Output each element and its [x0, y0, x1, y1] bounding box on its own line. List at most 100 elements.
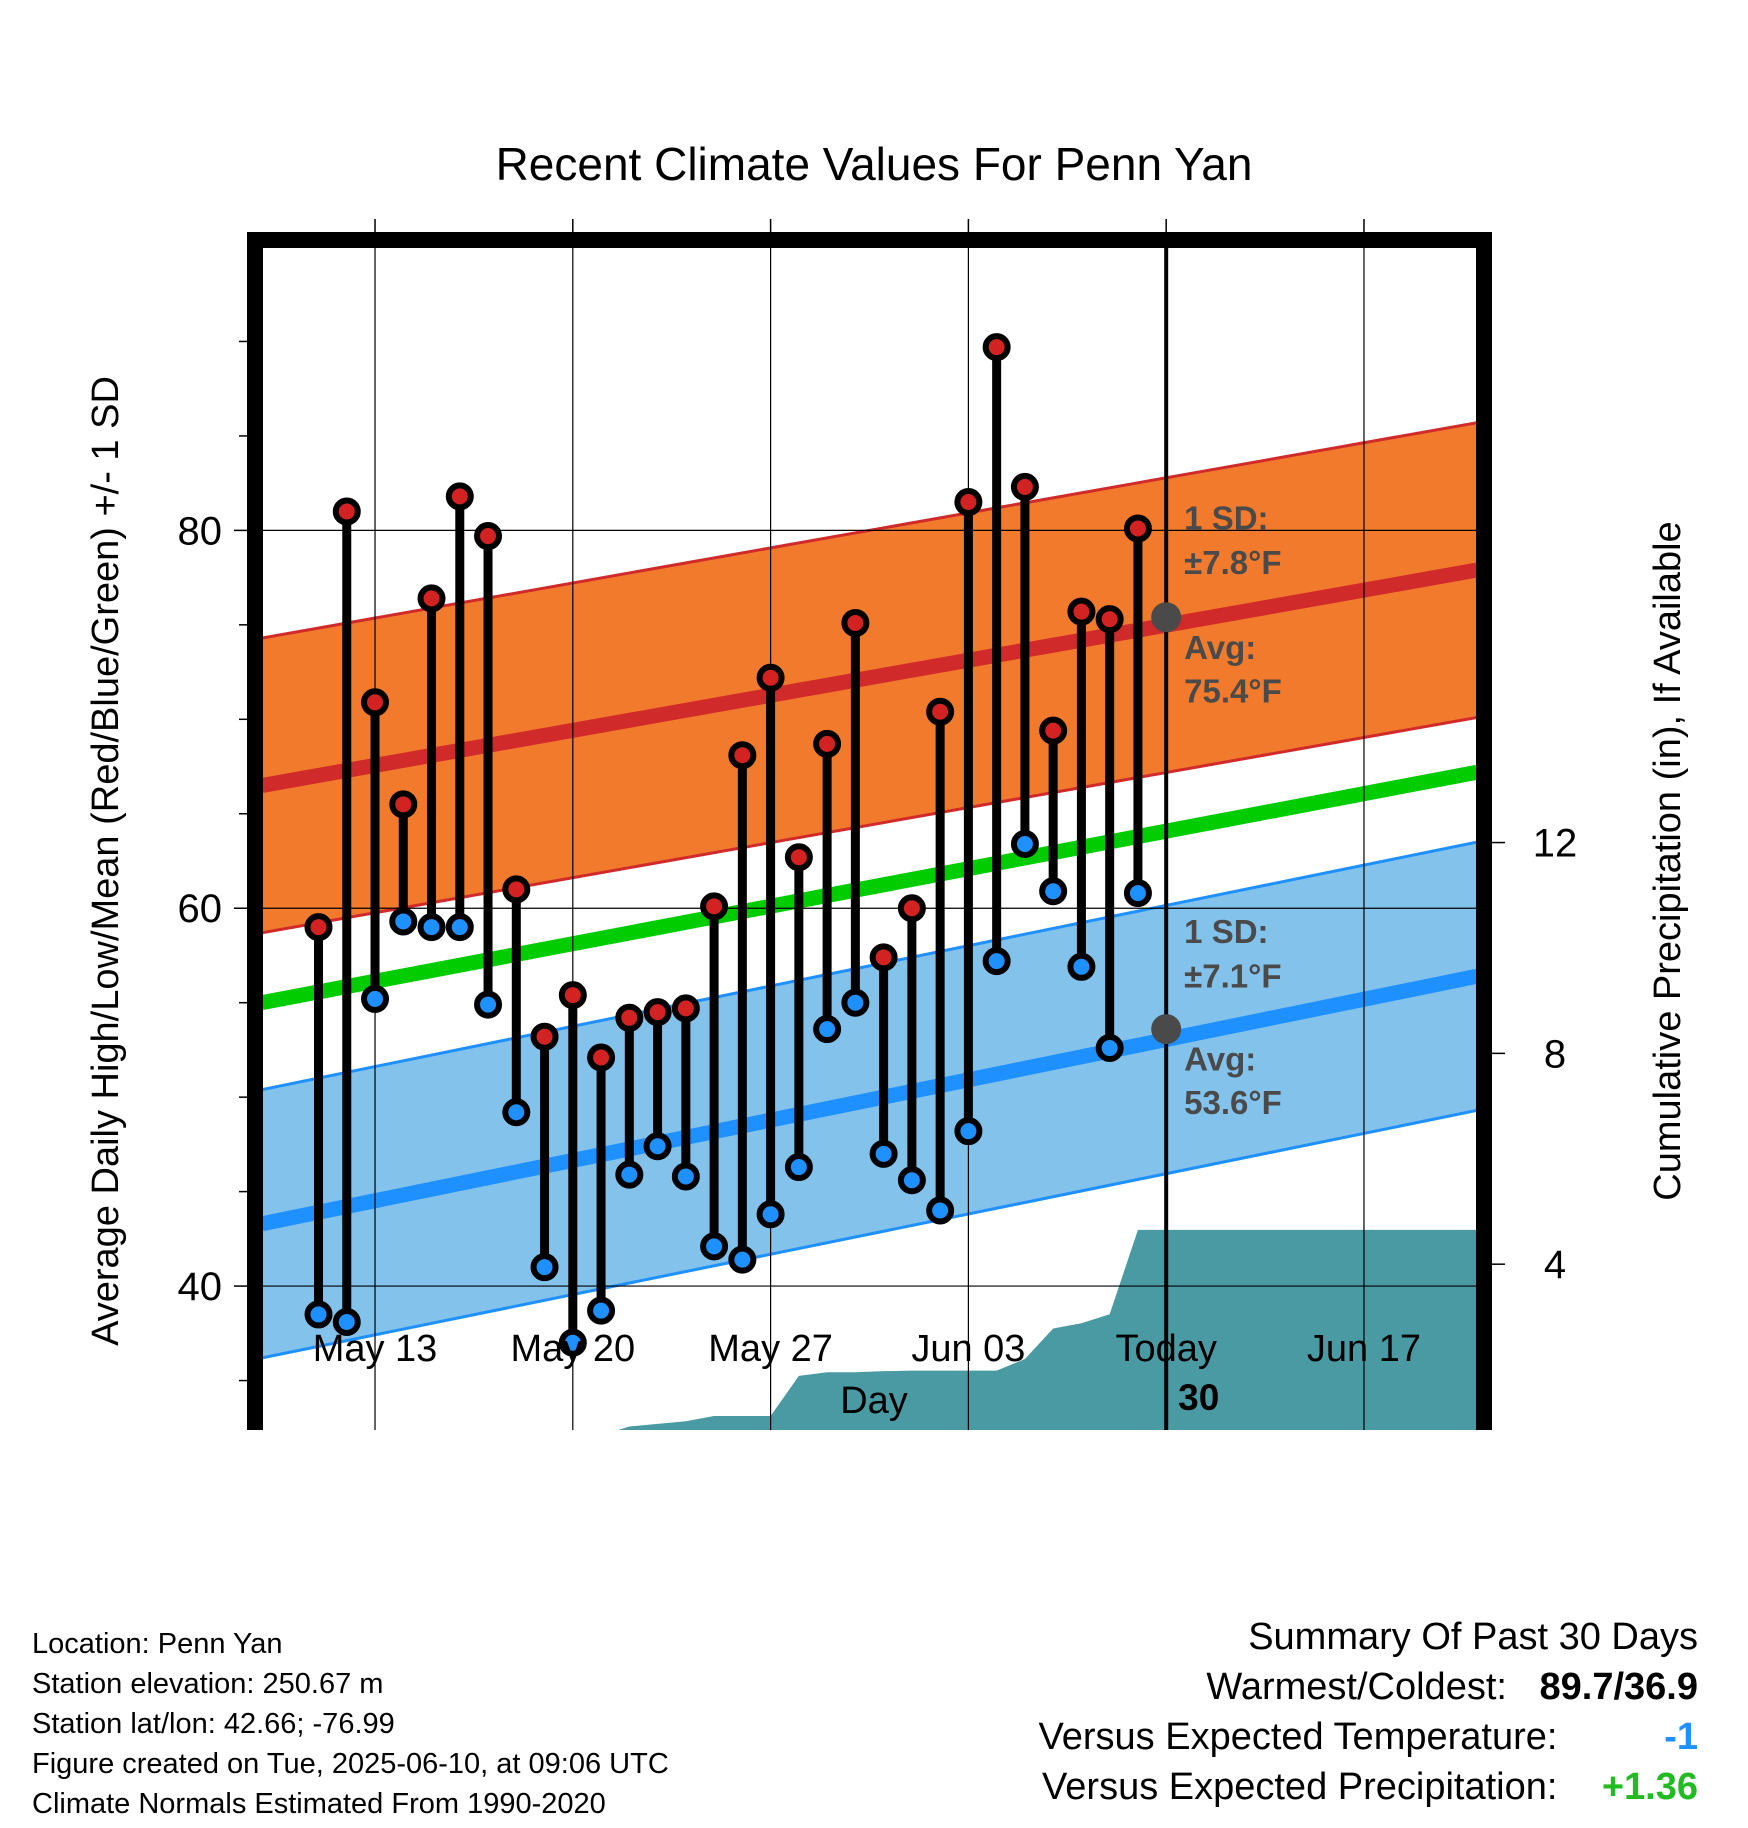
- low-normal-line: [262, 968, 1477, 1232]
- low-temp-point: [982, 947, 1011, 976]
- high-temp-point: [474, 522, 503, 551]
- summary-warmest-value: 89.7/36.9: [1539, 1666, 1698, 1708]
- low-avg-label: Avg:: [1184, 1041, 1256, 1078]
- low-temp-point: [869, 1139, 898, 1168]
- low-temp-point: [1067, 952, 1096, 981]
- low-temp-point: [926, 1196, 955, 1225]
- low-temp-point: [728, 1245, 757, 1274]
- high-temp-point: [445, 482, 474, 511]
- x-tick-label: Jun 03: [911, 1328, 1025, 1370]
- high-temp-point: [897, 894, 926, 923]
- climate-chart: Recent Climate Values For Penn Yan 1 SD:…: [85, 138, 1689, 1430]
- high-temp-point: [389, 790, 418, 819]
- low-temp-point: [1123, 879, 1152, 908]
- high-temp-point: [1039, 716, 1068, 745]
- summary-precip-value: +1.36: [1601, 1766, 1698, 1808]
- y2-axis-label: Cumulative Precipitation (in), If Availa…: [1647, 521, 1689, 1200]
- low-temp-point: [587, 1296, 616, 1325]
- summary-title: Summary Of Past 30 Days: [1248, 1616, 1698, 1658]
- mean-normal-line: [262, 764, 1477, 1011]
- x-tick-label: May 13: [313, 1328, 438, 1370]
- high-sd-value: ±7.8°F: [1184, 544, 1281, 581]
- high-avg-label: Avg:: [1184, 629, 1256, 666]
- high-normal-line: [262, 562, 1477, 793]
- x-tick-label: Today: [1115, 1328, 1216, 1370]
- high-temp-point: [784, 843, 813, 872]
- high-temp-point: [954, 488, 983, 517]
- high-temp-point: [615, 1003, 644, 1032]
- low-temp-point: [361, 984, 390, 1013]
- low-temp-point: [643, 1132, 672, 1161]
- low-sd-value: ±7.1°F: [1184, 958, 1281, 995]
- high-sd-label: 1 SD:: [1184, 499, 1268, 536]
- low-sd-band-upper-edge: [262, 840, 1477, 1092]
- low-temp-point: [558, 1328, 587, 1357]
- high-temp-point: [982, 333, 1011, 362]
- high-temp-point: [1123, 514, 1152, 543]
- plot-area: 1 SD: ±7.8°F Avg: 75.4°F 1 SD: ±7.1°F Avg: 53.6…: [178, 219, 1578, 1430]
- today-days-label: Days: [1178, 1424, 1266, 1430]
- high-temp-point: [869, 943, 898, 972]
- summary-precip-row: Versus Expected Precipitation: +1.36: [1039, 1762, 1698, 1812]
- precip-area: [618, 1229, 1477, 1430]
- y2-tick-label: 12: [1533, 822, 1578, 866]
- low-sd-label: 1 SD:: [1184, 913, 1268, 950]
- high-temp-point: [558, 981, 587, 1010]
- x-tick-label: May 20: [511, 1328, 636, 1370]
- low-avg-value: 53.6°F: [1184, 1084, 1282, 1121]
- high-temp-point: [502, 875, 531, 904]
- high-avg-value: 75.4°F: [1184, 672, 1282, 709]
- high-temp-point: [1067, 597, 1096, 626]
- low-temp-point: [756, 1200, 785, 1229]
- x-tick-label: Jun 17: [1307, 1328, 1421, 1370]
- high-temp-point: [728, 741, 757, 770]
- low-sd-band-lower-edge: [262, 1108, 1477, 1360]
- low-temp-point: [841, 988, 870, 1017]
- y-tick-label: 80: [178, 509, 223, 553]
- station-info: Location: Penn Yan Station elevation: 25…: [32, 1624, 669, 1824]
- y2-tick-label: 8: [1544, 1032, 1566, 1076]
- low-temp-point: [530, 1253, 559, 1282]
- high-temp-point: [926, 697, 955, 726]
- x-tick-label: May 27: [708, 1328, 833, 1370]
- x-axis-label: Day: [840, 1380, 908, 1422]
- low-temp-point: [445, 913, 474, 942]
- low-temp-point: [332, 1307, 361, 1336]
- low-avg-marker: [1151, 1014, 1182, 1045]
- high-temp-point: [1010, 472, 1039, 501]
- low-temp-point: [474, 990, 503, 1019]
- high-temp-point: [304, 913, 333, 942]
- low-temp-point: [417, 913, 446, 942]
- low-temp-point: [304, 1300, 333, 1329]
- chart-title: Recent Climate Values For Penn Yan: [496, 138, 1253, 190]
- low-temp-point: [897, 1166, 926, 1195]
- plot-frame: [247, 232, 1492, 1430]
- y-axis-label: Average Daily High/Low/Mean (Red/Blue/Gr…: [85, 376, 127, 1346]
- high-temp-point: [756, 663, 785, 692]
- summary-temp-label: Versus Expected Temperature:: [1038, 1716, 1558, 1758]
- high-temp-point: [813, 729, 842, 758]
- high-avg-marker: [1151, 602, 1182, 633]
- summary-warmest-label: Warmest/Coldest:: [1206, 1666, 1507, 1708]
- latlon-text: Station lat/lon: 42.66; -76.99: [32, 1708, 395, 1740]
- low-temp-point: [954, 1117, 983, 1146]
- high-temp-point: [530, 1022, 559, 1051]
- high-temp-point: [587, 1043, 616, 1072]
- low-temp-point: [389, 907, 418, 936]
- low-temp-point: [784, 1153, 813, 1182]
- high-temp-point: [1095, 605, 1124, 634]
- low-temp-point: [1010, 829, 1039, 858]
- summary-panel: Summary Of Past 30 Days Warmest/Coldest:…: [1039, 1612, 1698, 1812]
- elevation-text: Station elevation: 250.67 m: [32, 1668, 384, 1700]
- y-tick-label: 40: [178, 1265, 223, 1309]
- summary-precip-label: Versus Expected Precipitation:: [1042, 1766, 1558, 1808]
- low-temp-point: [615, 1160, 644, 1189]
- high-temp-point: [671, 994, 700, 1023]
- low-temp-point: [671, 1162, 700, 1191]
- high-temp-point: [643, 998, 672, 1027]
- high-temp-point: [417, 584, 446, 613]
- normals-text: Climate Normals Estimated From 1990-2020: [32, 1788, 606, 1820]
- low-temp-point: [502, 1098, 531, 1127]
- low-temp-point: [1095, 1034, 1124, 1063]
- high-temp-point: [700, 892, 729, 921]
